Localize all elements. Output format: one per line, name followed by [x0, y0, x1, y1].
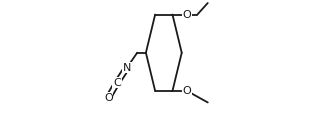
Text: C: C — [113, 78, 121, 88]
Text: O: O — [182, 10, 191, 20]
Text: N: N — [123, 63, 131, 73]
Text: O: O — [104, 93, 113, 103]
Text: O: O — [182, 86, 191, 96]
